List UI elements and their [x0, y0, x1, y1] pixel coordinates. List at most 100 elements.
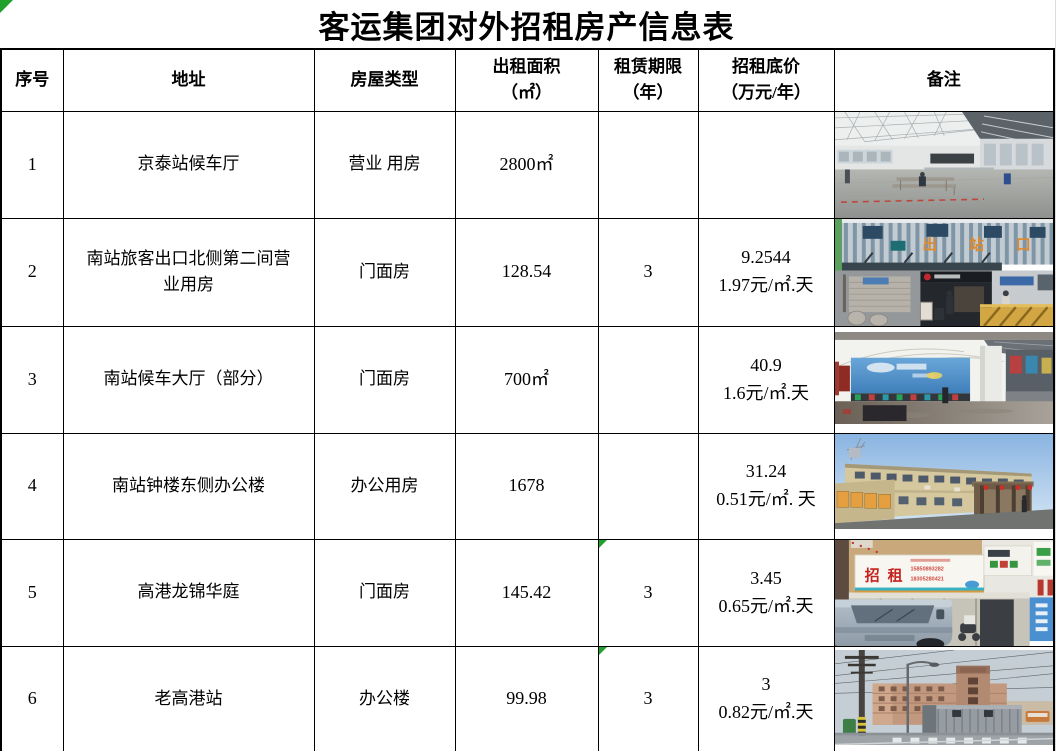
cell-area[interactable]: 1678: [454, 432, 599, 540]
header-term-line2: （年）: [622, 83, 674, 103]
rent-banner-text: 招租: [864, 566, 910, 584]
cell-term[interactable]: [597, 110, 699, 219]
area-value: 128.54: [501, 261, 552, 282]
photo-office-building[interactable]: [835, 434, 1053, 538]
column-gridline: [1055, 0, 1056, 751]
cell-term[interactable]: 3: [597, 538, 699, 647]
cell-remark-photo[interactable]: [833, 432, 1055, 540]
cell-house-type[interactable]: 门面房: [313, 325, 456, 434]
cell-seq[interactable]: 6: [0, 645, 64, 751]
cell-remark-photo[interactable]: [833, 325, 1055, 434]
seq-value: 5: [27, 581, 37, 602]
cell-seq[interactable]: 5: [0, 538, 64, 647]
cell-price[interactable]: 31.24 0.51元/㎡. 天: [697, 432, 835, 540]
header-seq[interactable]: 序号: [0, 48, 64, 112]
cell-term[interactable]: [597, 432, 699, 540]
house-type-value: 门面房: [359, 369, 410, 389]
photo-station-hall[interactable]: [835, 112, 1053, 217]
cell-area[interactable]: 99.98: [454, 645, 599, 751]
table-row-5: 5 高港龙锦华庭 门面房 145.42 3 3.45 0.65元/㎡.天: [0, 538, 1055, 647]
term-value: 3: [643, 687, 653, 708]
price-value: 40.9: [750, 354, 782, 375]
title-cell[interactable]: 客运集团对外招租房产信息表: [0, 0, 1053, 48]
photo-station-exit[interactable]: 出站口: [835, 219, 1053, 325]
photo-storefront[interactable]: 招租 15850893282 18305280421: [835, 540, 1053, 645]
cell-address[interactable]: 高港龙锦华庭: [62, 538, 315, 647]
seq-value: 1: [27, 153, 37, 174]
price-unit-value: 1.6元/㎡.天: [722, 382, 809, 403]
price-unit-value: 1.97元/㎡.天: [718, 275, 814, 295]
photo-waiting-hall[interactable]: [835, 327, 1053, 432]
header-house-type-label: 房屋类型: [350, 70, 419, 90]
photo-old-station-image: [835, 649, 1053, 745]
table-row-4: 4 南站钟楼东侧办公楼 办公用房 1678 31.24 0.51元/㎡. 天: [0, 432, 1055, 540]
address-value: 京泰站候车厅: [137, 154, 240, 174]
cell-remark-photo[interactable]: 招租 15850893282 18305280421: [833, 538, 1055, 647]
house-type-value: 门面房: [359, 261, 410, 281]
header-house-type[interactable]: 房屋类型: [313, 48, 456, 112]
cell-seq[interactable]: 2: [0, 217, 64, 327]
seq-value: 6: [27, 687, 37, 708]
table-row-2: 2 南站旅客出口北侧第二间营业用房 门面房 128.54 3 9.2544 1.…: [0, 217, 1055, 327]
cell-term[interactable]: [597, 325, 699, 434]
property-table: 序号 地址 房屋类型 出租面积 （㎡） 租赁期限 （年） 招租底价 （万元/年）…: [0, 48, 1055, 751]
cell-price[interactable]: 3 0.82元/㎡.天: [697, 645, 835, 751]
cell-price[interactable]: 3.45 0.65元/㎡.天: [697, 538, 835, 647]
header-term-line1: 租赁期限: [614, 56, 682, 76]
header-remark-label: 备注: [926, 70, 961, 90]
address-value: 南站候车大厅（部分）: [103, 369, 274, 389]
cell-house-type[interactable]: 办公用房: [313, 432, 456, 540]
address-value: 老高港站: [154, 688, 223, 708]
house-type-value: 门面房: [359, 582, 410, 602]
cell-seq[interactable]: 1: [0, 110, 64, 219]
header-price-line1: 招租底价: [732, 56, 800, 76]
cell-price[interactable]: 40.9 1.6元/㎡.天: [697, 325, 835, 434]
price-unit-value: 0.65元/㎡.天: [718, 595, 814, 616]
cell-remark-photo[interactable]: [833, 110, 1055, 219]
term-value: 3: [643, 261, 653, 282]
cell-area[interactable]: 700㎡: [454, 325, 599, 434]
header-area[interactable]: 出租面积 （㎡）: [454, 48, 599, 112]
seq-value: 4: [27, 475, 37, 496]
price-unit-value: 0.82元/㎡.天: [718, 701, 814, 722]
header-address-label: 地址: [171, 70, 206, 90]
cell-area[interactable]: 145.42: [454, 538, 599, 647]
cell-error-indicator-icon: [599, 647, 607, 655]
cell-address[interactable]: 南站旅客出口北侧第二间营业用房: [62, 217, 315, 327]
cell-seq[interactable]: 4: [0, 432, 64, 540]
header-remark[interactable]: 备注: [833, 48, 1055, 112]
cell-address[interactable]: 南站钟楼东侧办公楼: [62, 432, 315, 540]
header-price[interactable]: 招租底价 （万元/年）: [697, 48, 835, 112]
rent-phone-2: 18305280421: [910, 576, 943, 582]
cell-address[interactable]: 京泰站候车厅: [62, 110, 315, 219]
cell-price[interactable]: [697, 110, 835, 219]
photo-waiting-hall-image: [835, 331, 1053, 424]
cell-term[interactable]: 3: [597, 217, 699, 327]
cell-address[interactable]: 老高港站: [62, 645, 315, 751]
cell-price[interactable]: 9.2544 1.97元/㎡.天: [697, 217, 835, 327]
cell-seq[interactable]: 3: [0, 325, 64, 434]
header-address[interactable]: 地址: [62, 48, 315, 112]
cell-remark-photo[interactable]: [833, 645, 1055, 751]
area-value: 700㎡: [504, 368, 549, 389]
address-value: 高港龙锦华庭: [137, 582, 240, 602]
cell-area[interactable]: 128.54: [454, 217, 599, 327]
house-type-value: 营业 用房: [348, 154, 421, 174]
cell-house-type[interactable]: 门面房: [313, 538, 456, 647]
table-row-6: 6 老高港站 办公楼 99.98 3 3 0.82元/㎡.天: [0, 645, 1055, 751]
area-value: 99.98: [506, 687, 547, 708]
cell-term[interactable]: 3: [597, 645, 699, 751]
cell-house-type[interactable]: 办公楼: [313, 645, 456, 751]
header-term[interactable]: 租赁期限 （年）: [597, 48, 699, 112]
page-title: 客运集团对外招租房产信息表: [318, 9, 735, 45]
cell-address[interactable]: 南站候车大厅（部分）: [62, 325, 315, 434]
price-value: 3.45: [750, 567, 782, 588]
cell-house-type[interactable]: 营业 用房: [313, 110, 456, 219]
cell-house-type[interactable]: 门面房: [313, 217, 456, 327]
cell-remark-photo[interactable]: 出站口: [833, 217, 1055, 327]
area-value: 145.42: [501, 581, 552, 602]
cell-area[interactable]: 2800㎡: [454, 110, 599, 219]
photo-station-exit-image: 出站口: [835, 219, 1053, 325]
photo-old-station[interactable]: [835, 647, 1053, 751]
